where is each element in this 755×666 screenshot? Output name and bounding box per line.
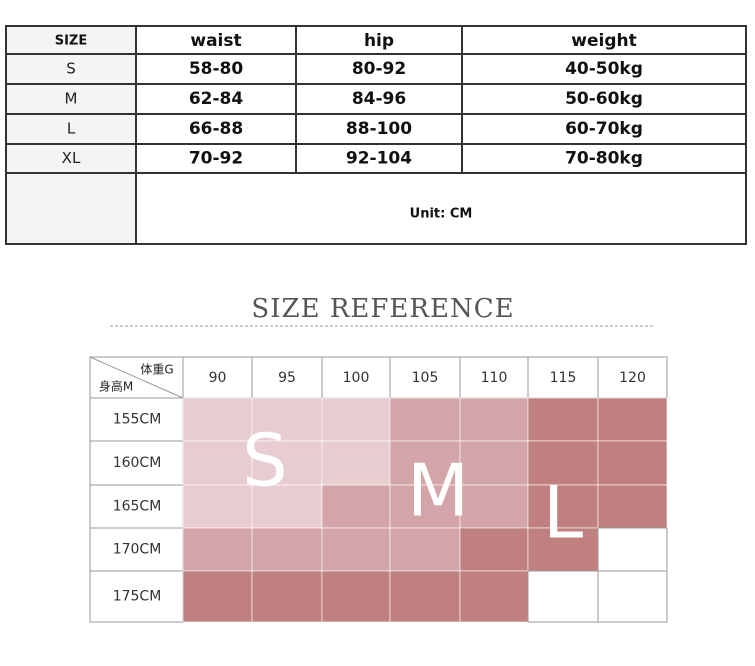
table-cell xyxy=(461,83,747,115)
height-label: 155CM xyxy=(113,412,162,428)
table-cell xyxy=(461,143,747,174)
size-cell xyxy=(321,570,391,623)
table-value: 88-100 xyxy=(346,119,412,139)
size-cell xyxy=(182,570,253,623)
table-cell xyxy=(461,113,747,145)
table-value: 58-80 xyxy=(189,59,244,79)
size-label: S xyxy=(66,60,76,78)
table-value: 66-88 xyxy=(189,119,243,139)
size-label: L xyxy=(67,120,76,138)
size-cell xyxy=(527,440,599,486)
table-cell xyxy=(135,83,297,115)
column-header xyxy=(527,356,599,399)
corner-weight: 体重G xyxy=(140,363,173,377)
size-cell xyxy=(321,527,391,572)
size-cell xyxy=(597,484,668,529)
size-cell xyxy=(321,397,391,442)
size-cell xyxy=(182,484,253,529)
row-header xyxy=(89,484,184,529)
size-cell xyxy=(597,440,668,486)
weight-label: 90 xyxy=(209,370,227,386)
column-header xyxy=(597,356,668,399)
weight-label: 110 xyxy=(481,370,508,386)
weight-label: 120 xyxy=(619,370,646,386)
table-cell xyxy=(5,172,137,245)
table-value: 80-92 xyxy=(352,59,406,79)
size-cell xyxy=(459,397,529,442)
size-cell xyxy=(459,527,529,572)
header-cell: weight xyxy=(571,31,636,51)
reference-title: SIZE REFERENCE xyxy=(251,294,514,324)
weight-label: 115 xyxy=(550,370,577,386)
size-cell xyxy=(459,484,529,529)
table-value: 70-92 xyxy=(189,149,243,169)
size-cell xyxy=(389,527,461,572)
size-label: M xyxy=(65,90,78,108)
row-header xyxy=(89,440,184,486)
size-cell xyxy=(597,527,668,572)
size-cell xyxy=(597,397,668,442)
size-cell xyxy=(321,440,391,486)
table-cell xyxy=(5,143,137,174)
unit-note: Unit: CM xyxy=(410,207,473,222)
size-cell xyxy=(459,570,529,623)
table-value: 40-50kg xyxy=(565,59,643,79)
size-cell xyxy=(182,440,253,486)
column-header xyxy=(321,356,391,399)
size-cell xyxy=(182,527,253,572)
table-cell xyxy=(135,53,297,85)
size-letter: M xyxy=(407,449,469,533)
size-cell xyxy=(389,484,461,529)
size-cell xyxy=(389,397,461,442)
header-cell: waist xyxy=(190,31,241,51)
size-cell xyxy=(251,570,323,623)
table-cell xyxy=(461,53,747,85)
size-cell xyxy=(389,440,461,486)
corner-diagonal xyxy=(89,356,184,399)
size-cell xyxy=(251,397,323,442)
height-label: 165CM xyxy=(113,499,162,515)
size-cell xyxy=(251,440,323,486)
column-header xyxy=(459,356,529,399)
header-cell: hip xyxy=(364,31,394,51)
size-cell xyxy=(321,484,391,529)
size-label: XL xyxy=(62,149,81,167)
size-cell xyxy=(527,397,599,442)
row-header xyxy=(89,527,184,572)
table-value: 62-84 xyxy=(189,89,244,109)
height-label: 175CM xyxy=(113,589,162,605)
table-value: 50-60kg xyxy=(565,89,643,109)
weight-label: 100 xyxy=(343,370,370,386)
table-value: 84-96 xyxy=(352,89,406,109)
size-cell xyxy=(527,570,599,623)
table-value: 92-104 xyxy=(346,149,412,169)
size-cell xyxy=(182,397,253,442)
size-cell xyxy=(527,527,599,572)
size-letter: L xyxy=(543,471,583,555)
size-cell xyxy=(251,527,323,572)
table-value: 70-80kg xyxy=(565,149,643,169)
table-cell xyxy=(461,25,747,55)
size-letter: S xyxy=(242,419,288,503)
table-value: 60-70kg xyxy=(565,119,643,139)
height-label: 170CM xyxy=(113,542,162,558)
column-header xyxy=(251,356,323,399)
weight-label: 105 xyxy=(412,370,439,386)
weight-label: 95 xyxy=(278,370,296,386)
table-cell xyxy=(135,172,747,245)
size-cell xyxy=(459,440,529,486)
corner-height: 身高M xyxy=(99,379,133,394)
size-cell xyxy=(527,484,599,529)
height-label: 160CM xyxy=(113,455,162,471)
size-cell xyxy=(389,570,461,623)
size-cell xyxy=(597,570,668,623)
header-cell: SIZE xyxy=(55,34,88,49)
